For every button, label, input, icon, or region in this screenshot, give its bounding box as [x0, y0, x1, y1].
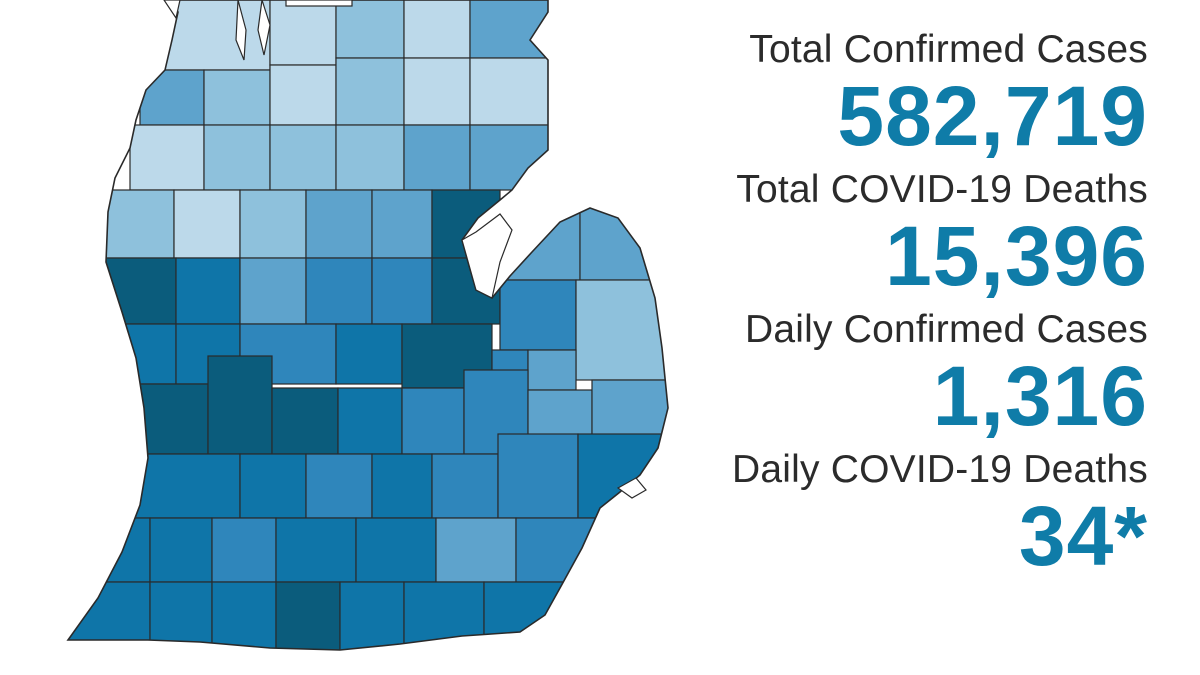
county — [527, 349, 577, 391]
county — [335, 0, 405, 59]
top-edge-box — [285, 0, 353, 7]
county — [68, 517, 151, 583]
county — [335, 124, 405, 191]
county — [371, 453, 433, 519]
county — [305, 453, 373, 519]
county — [68, 581, 151, 650]
county — [271, 387, 339, 455]
county — [469, 57, 551, 126]
daily-deaths-label: Daily COVID-19 Deaths — [731, 448, 1148, 491]
state-outline — [66, 0, 669, 651]
county — [305, 257, 373, 325]
county — [483, 581, 565, 650]
county — [403, 124, 471, 191]
county — [99, 257, 177, 325]
county — [207, 355, 273, 455]
county — [371, 257, 433, 325]
county — [129, 124, 205, 191]
north-island — [163, 0, 181, 20]
county — [149, 517, 213, 583]
daily-confirmed-cases-label: Daily Confirmed Cases — [745, 308, 1148, 351]
county — [173, 189, 241, 259]
county — [435, 517, 517, 583]
county — [337, 387, 403, 455]
county — [211, 581, 277, 650]
michigan-county-map — [66, 0, 669, 651]
county — [139, 69, 205, 126]
total-confirmed-cases-label: Total Confirmed Cases — [749, 28, 1148, 71]
county — [99, 383, 209, 455]
county — [469, 124, 551, 191]
county — [577, 433, 668, 519]
county — [269, 124, 337, 191]
daily-confirmed-cases-value: 1,316 — [932, 349, 1148, 443]
county — [401, 387, 465, 455]
lake-st-clair — [616, 477, 647, 499]
county — [99, 189, 175, 259]
county — [499, 279, 577, 351]
county — [149, 581, 213, 650]
county — [515, 517, 607, 583]
county — [499, 199, 581, 281]
county — [371, 189, 433, 259]
county-grid — [68, 0, 668, 650]
stats-panel: Total Confirmed Cases 582,719 Total COVI… — [660, 28, 1148, 588]
county — [431, 453, 499, 519]
county — [339, 581, 405, 650]
county — [269, 64, 337, 126]
county — [275, 517, 357, 583]
county — [99, 453, 241, 519]
county — [575, 279, 668, 381]
county — [269, 0, 337, 66]
county — [355, 517, 437, 583]
county — [305, 189, 373, 259]
county — [203, 69, 271, 126]
county — [239, 453, 307, 519]
county — [335, 57, 405, 126]
county — [497, 433, 579, 519]
county — [175, 257, 241, 325]
grand-traverse-bay — [257, 0, 271, 56]
total-confirmed-cases-value: 582,719 — [837, 69, 1148, 163]
saginaw-bay — [461, 213, 513, 299]
daily-deaths-value: 34* — [1018, 489, 1148, 583]
county — [403, 57, 471, 126]
county — [403, 0, 471, 59]
leelanau-peninsula — [235, 0, 247, 61]
county — [335, 323, 403, 385]
county — [275, 581, 341, 650]
county — [239, 257, 307, 325]
county — [203, 124, 271, 191]
county — [579, 199, 668, 281]
total-deaths-value: 15,396 — [885, 209, 1148, 303]
county — [239, 189, 307, 259]
total-deaths-label: Total COVID-19 Deaths — [736, 168, 1148, 211]
county — [211, 517, 277, 583]
